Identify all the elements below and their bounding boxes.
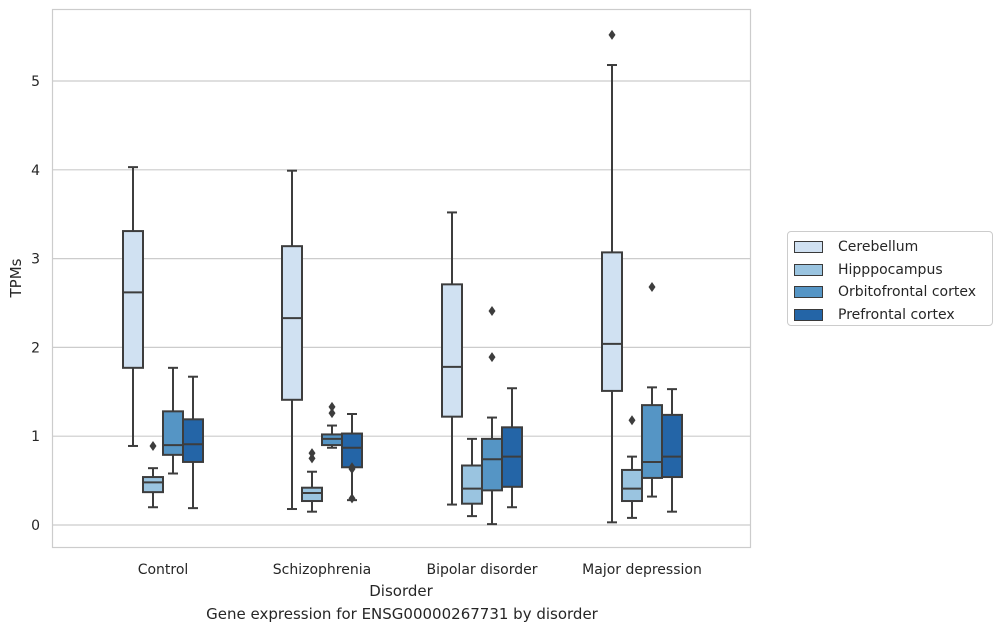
- x-tick-label: Major depression: [582, 562, 702, 578]
- chart-caption: Gene expression for ENSG00000267731 by d…: [206, 605, 598, 623]
- x-tick-label: Bipolar disorder: [426, 562, 537, 578]
- outlier-point: [488, 305, 496, 316]
- box: [182, 418, 204, 463]
- plot-frame: [51, 8, 752, 549]
- y-axis-title: TPMs: [7, 258, 25, 298]
- box-group: [122, 166, 144, 447]
- legend-item: Cerebellum: [794, 236, 992, 259]
- box-group: [461, 437, 483, 518]
- legend-label: Cerebellum: [838, 239, 919, 256]
- box: [301, 486, 323, 503]
- legend-item: Hipppocampus: [794, 259, 992, 282]
- box-group: [182, 375, 204, 510]
- box: [641, 404, 663, 479]
- legend-swatch: [794, 263, 823, 276]
- y-tick-label: 1: [31, 429, 40, 445]
- outlier-point: [308, 448, 316, 459]
- outlier-point: [328, 408, 336, 419]
- box-group: [321, 401, 343, 449]
- box-group: [142, 440, 164, 509]
- legend-label: Orbitofrontal cortex: [838, 284, 976, 301]
- legend: Cerebellum Hipppocampus Orbitofrontal cort…: [787, 231, 993, 326]
- legend-swatch: [794, 241, 823, 254]
- box-group: [341, 413, 363, 504]
- box: [661, 413, 683, 479]
- y-tick-label: 2: [31, 340, 40, 356]
- outlier-point: [328, 401, 336, 412]
- outlier-point: [488, 352, 496, 363]
- box: [162, 410, 184, 456]
- box-group: [301, 448, 323, 513]
- box: [461, 464, 483, 505]
- x-axis-title: Disorder: [369, 582, 433, 600]
- box-group: [162, 366, 184, 475]
- legend-swatch: [794, 308, 823, 321]
- x-tick-label: Schizophrenia: [273, 562, 371, 578]
- box: [481, 437, 503, 492]
- outlier-point: [628, 415, 636, 426]
- box-group: [661, 388, 683, 513]
- legend-swatch: [794, 286, 823, 299]
- outlier-point: [608, 29, 616, 40]
- box: [122, 230, 144, 369]
- y-tick-label: 0: [31, 518, 40, 534]
- legend-label: Hipppocampus: [838, 261, 943, 278]
- y-tick-label: 4: [31, 163, 40, 179]
- box: [621, 468, 643, 503]
- legend-label: Prefrontal cortex: [838, 306, 955, 323]
- box-group: [281, 169, 303, 511]
- outlier-point: [149, 440, 157, 451]
- box-group: [641, 282, 663, 498]
- box: [281, 245, 303, 401]
- outlier-point: [348, 462, 356, 473]
- box-group: [501, 387, 523, 509]
- box-group: [621, 415, 643, 519]
- box: [142, 476, 164, 494]
- legend-item: Orbitofrontal cortex: [794, 281, 992, 304]
- y-tick-label: 5: [31, 74, 40, 90]
- y-tick-labels: 0 1 2 3 4 5: [31, 74, 40, 534]
- box: [601, 251, 623, 392]
- x-tick-labels: Control Schizophrenia Bipolar disorder Majo…: [138, 562, 702, 578]
- box: [341, 432, 363, 469]
- outlier-point: [348, 493, 356, 504]
- box-group: [441, 211, 463, 506]
- box: [441, 283, 463, 418]
- box-group: [481, 305, 503, 526]
- outlier-point: [308, 453, 316, 464]
- box-series: [122, 29, 683, 526]
- y-tick-label: 3: [31, 252, 40, 268]
- box-group: [601, 29, 623, 524]
- outlier-point: [648, 282, 656, 293]
- x-tick-label: Control: [138, 562, 189, 578]
- legend-item: Prefrontal cortex: [794, 304, 992, 327]
